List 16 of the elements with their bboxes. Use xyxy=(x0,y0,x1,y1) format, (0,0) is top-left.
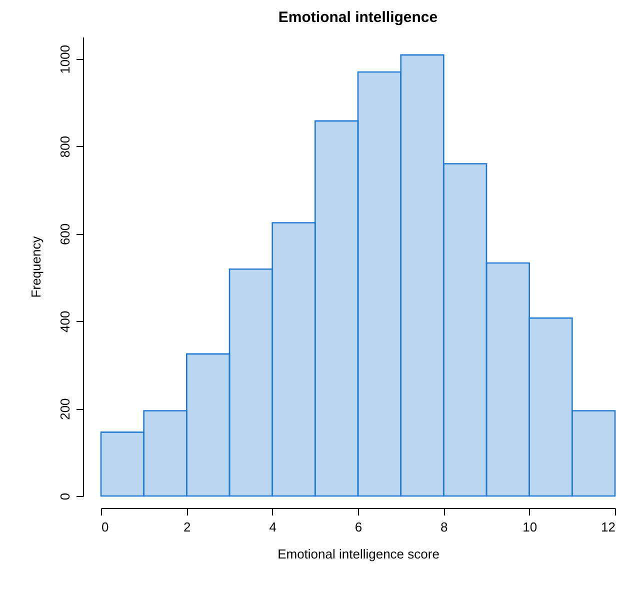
y-tick-label: 400 xyxy=(58,310,72,332)
x-tick-label: 6 xyxy=(354,520,362,534)
y-tick-label: 200 xyxy=(58,398,72,420)
x-tick-label: 8 xyxy=(440,520,448,534)
y-tick-label: 0 xyxy=(58,492,72,500)
y-axis-title: Frequency xyxy=(28,236,44,298)
x-tick-label: 4 xyxy=(269,520,276,534)
y-tick-label: 600 xyxy=(58,223,72,246)
x-tick-label: 2 xyxy=(184,520,191,534)
x-tick-label: 12 xyxy=(601,520,616,534)
x-axis-title: Emotional intelligence score xyxy=(278,546,440,562)
chart-title: Emotional intelligence xyxy=(278,9,438,26)
y-tick-label: 800 xyxy=(58,136,72,158)
y-tick-label: 1000 xyxy=(58,44,72,74)
x-tick-label: 10 xyxy=(522,520,538,534)
x-tick-label: 0 xyxy=(102,520,109,534)
